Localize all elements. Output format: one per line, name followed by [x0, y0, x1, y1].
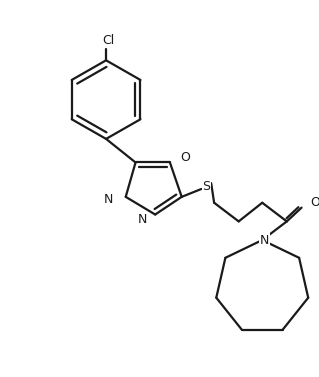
Text: O: O	[181, 151, 190, 164]
Text: N: N	[138, 213, 147, 226]
Text: O: O	[310, 196, 319, 209]
Text: N: N	[260, 234, 269, 247]
Text: N: N	[260, 234, 269, 247]
Text: N: N	[103, 193, 113, 206]
Text: S: S	[202, 179, 210, 193]
Text: Cl: Cl	[102, 34, 114, 47]
